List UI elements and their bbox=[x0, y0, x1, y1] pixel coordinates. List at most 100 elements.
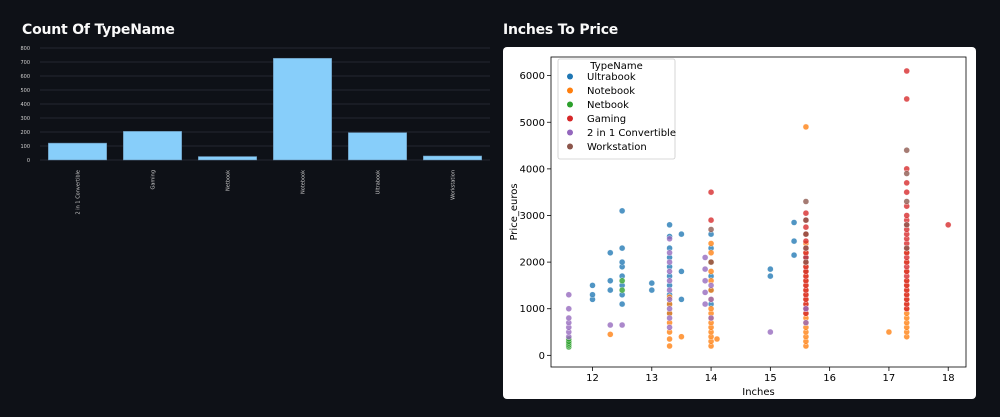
scatter-point bbox=[648, 279, 655, 287]
bar-y-tick-label: 0 bbox=[27, 158, 30, 164]
x-tick-label: 17 bbox=[883, 373, 896, 384]
scatter-point bbox=[802, 198, 810, 205]
scatter-point bbox=[802, 216, 810, 224]
scatter-point bbox=[802, 237, 810, 245]
bar-y-tick-label: 300 bbox=[20, 116, 30, 122]
scatter-point bbox=[903, 212, 910, 219]
scatter-point bbox=[607, 277, 614, 284]
scatter-point bbox=[701, 254, 709, 261]
scatter-point bbox=[565, 291, 572, 298]
bar-x-tick-label: 2 in 1 Convertible bbox=[76, 170, 82, 215]
bar-y-tick-label: 500 bbox=[20, 88, 30, 94]
scatter-point bbox=[707, 240, 715, 247]
scatter-point bbox=[565, 314, 572, 322]
y-tick-label: 3000 bbox=[520, 211, 545, 222]
scatter-point bbox=[666, 335, 673, 343]
y-tick-label: 4000 bbox=[520, 164, 545, 175]
bar-x-tick-label: Workstation bbox=[451, 170, 457, 200]
scatter-point bbox=[666, 258, 673, 266]
legend-title: TypeName bbox=[589, 61, 642, 72]
scatter-point bbox=[618, 244, 626, 252]
bar-x-tick-label: Notebook bbox=[301, 170, 307, 194]
scatter-point bbox=[707, 305, 715, 312]
scatter-chart-title: Inches To Price bbox=[503, 22, 619, 38]
scatter-point bbox=[767, 265, 774, 273]
scatter-point bbox=[618, 286, 626, 294]
scatter-point bbox=[607, 249, 614, 256]
scatter-point bbox=[945, 221, 952, 229]
x-tick-label: 14 bbox=[705, 373, 718, 384]
scatter-point bbox=[767, 272, 774, 280]
scatter-point bbox=[903, 244, 910, 252]
scatter-point bbox=[666, 221, 673, 229]
y-tick-label: 0 bbox=[539, 351, 545, 362]
legend-marker bbox=[567, 143, 573, 150]
bar bbox=[48, 142, 107, 161]
scatter-point bbox=[903, 147, 910, 154]
scatter-point bbox=[589, 291, 596, 298]
legend-marker bbox=[567, 101, 573, 108]
scatter-point bbox=[903, 95, 910, 103]
legend-entry: Gaming bbox=[587, 114, 626, 125]
bar-y-tick-label: 200 bbox=[20, 130, 30, 136]
scatter-point bbox=[790, 251, 798, 259]
legend-entry: 2 in 1 Convertible bbox=[587, 128, 676, 139]
scatter-point bbox=[903, 170, 910, 177]
scatter-point bbox=[666, 277, 673, 284]
scatter-point bbox=[903, 179, 910, 187]
bar-chart: 0 100 200 300 400 500 600 700 800 2 in 1 Converti… bbox=[20, 46, 490, 215]
x-tick-label: 18 bbox=[942, 373, 955, 384]
scatter-point bbox=[666, 286, 673, 294]
scatter-point bbox=[790, 219, 798, 226]
legend-marker bbox=[567, 129, 573, 136]
legend-marker bbox=[567, 73, 573, 80]
scatter-point bbox=[707, 268, 715, 275]
bar-y-tick-label: 600 bbox=[20, 74, 30, 80]
scatter-point bbox=[707, 188, 715, 196]
scatter-point bbox=[618, 321, 626, 329]
scatter-point bbox=[903, 221, 910, 229]
scatter-point bbox=[707, 249, 715, 256]
scatter-point bbox=[802, 319, 810, 326]
scatter-point bbox=[666, 305, 673, 312]
scatter-point bbox=[885, 328, 893, 336]
bar-chart-title: Count Of TypeName bbox=[22, 22, 175, 38]
scatter-point bbox=[802, 223, 810, 231]
scatter-point bbox=[607, 286, 614, 294]
bar bbox=[123, 131, 182, 161]
scatter-point bbox=[618, 207, 626, 215]
scatter-point bbox=[618, 258, 626, 266]
bar-y-tick-label: 100 bbox=[20, 144, 30, 150]
y-tick-label: 1000 bbox=[520, 304, 545, 315]
scatter-point bbox=[713, 335, 721, 343]
bar-x-tick-label: Netbook bbox=[226, 170, 232, 191]
scatter-point bbox=[607, 331, 614, 338]
bar-y-tick-label: 700 bbox=[20, 60, 30, 66]
legend-entry: Workstation bbox=[587, 142, 647, 153]
scatter-point bbox=[666, 342, 673, 350]
scatter-point bbox=[707, 258, 715, 266]
scatter-point bbox=[707, 296, 715, 303]
scatter-point bbox=[648, 286, 655, 294]
scatter-point bbox=[701, 300, 709, 308]
bar bbox=[198, 156, 257, 161]
scatter-chart-card: 12 13 14 15 16 17 18 0 1000 2000 3000 4000 5000 6000 I… bbox=[503, 47, 976, 399]
scatter-point bbox=[666, 235, 673, 243]
scatter-point bbox=[707, 226, 715, 233]
bar bbox=[348, 132, 407, 161]
scatter-chart: 12 13 14 15 16 17 18 0 1000 2000 3000 4000 5000 6000 I… bbox=[509, 56, 967, 398]
scatter-point bbox=[666, 249, 673, 256]
x-tick-label: 12 bbox=[586, 373, 599, 384]
scatter-point bbox=[903, 188, 910, 196]
scatter-point bbox=[678, 230, 685, 238]
scatter-point bbox=[802, 258, 810, 266]
scatter-point bbox=[707, 216, 715, 224]
x-tick-label: 15 bbox=[764, 373, 777, 384]
scatter-point bbox=[802, 305, 810, 312]
scatter-point bbox=[802, 123, 810, 131]
scatter-point bbox=[701, 277, 709, 284]
scatter-point bbox=[802, 209, 810, 217]
scatter-point bbox=[666, 268, 673, 275]
plot-frame bbox=[550, 56, 967, 368]
scatter-point bbox=[802, 244, 810, 252]
